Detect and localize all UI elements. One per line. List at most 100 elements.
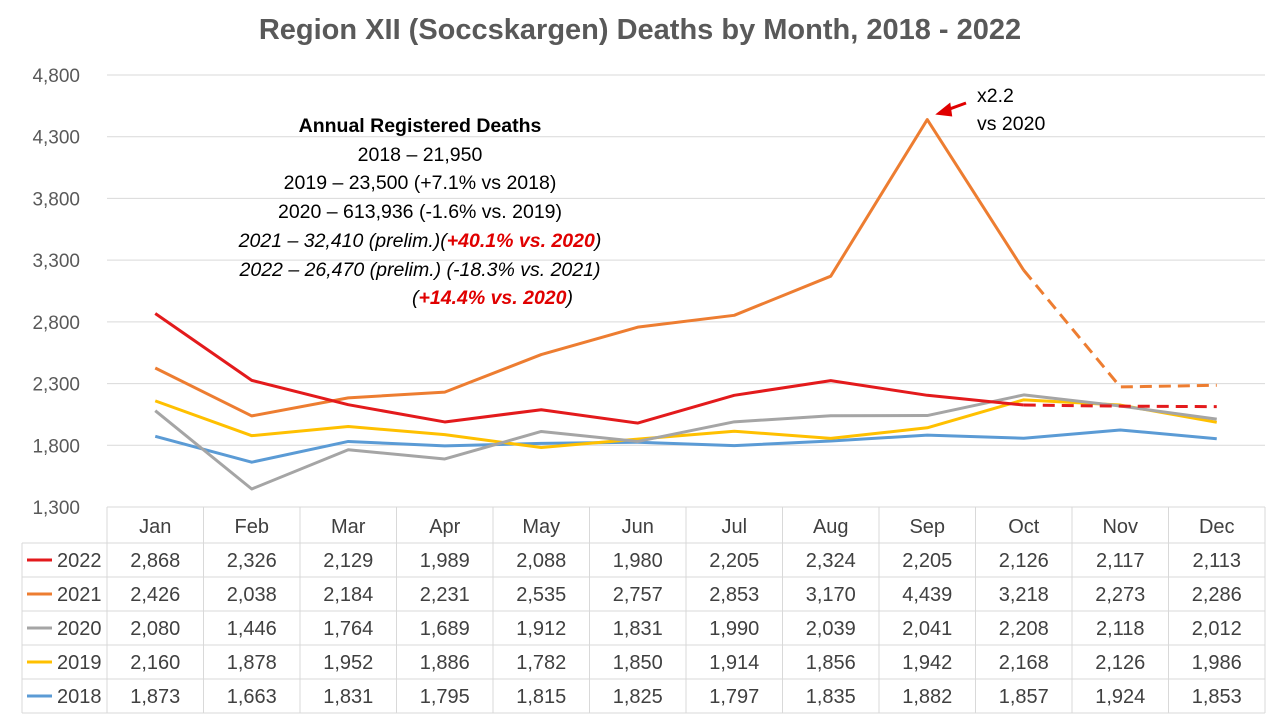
annual-2022-close: ) [566, 287, 574, 310]
data-label: 2,088 [516, 550, 566, 572]
x-tick-label: Feb [235, 516, 269, 538]
chart-title: Region XII (Soccskargen) Deaths by Month… [258, 14, 1022, 46]
data-label: 1,850 [613, 652, 663, 674]
annual-deaths-box: Annual Registered Deaths 2018 – 21,950 2… [200, 112, 640, 313]
data-label: 2,426 [130, 584, 180, 606]
data-label: 2,184 [323, 584, 373, 606]
x-tick-label: Jan [139, 516, 171, 538]
series-line-2020 [154, 393, 1217, 491]
data-label: 1,797 [709, 686, 759, 708]
data-label: 2,205 [709, 550, 759, 572]
x-tick-label: Jun [622, 516, 654, 538]
data-label: 1,857 [999, 686, 1049, 708]
y-tick-label: 3,300 [32, 251, 80, 272]
data-label: 2,231 [420, 584, 470, 606]
data-label: 2,039 [806, 618, 856, 640]
data-label: 2,118 [1096, 618, 1145, 640]
data-label: 1,782 [516, 652, 566, 674]
data-label: 1,663 [227, 686, 277, 708]
series-line-2022 [154, 312, 1024, 425]
x-tick-label: Mar [331, 516, 366, 538]
data-label: 1,990 [709, 618, 759, 640]
data-label: 1,882 [902, 686, 952, 708]
data-label: 2,868 [130, 550, 180, 572]
y-tick-label: 1,300 [32, 498, 80, 519]
legend-label: 2022 [57, 550, 102, 572]
annual-2022-change: +14.4% vs. 2020 [418, 287, 567, 310]
data-label: 2,853 [709, 584, 759, 606]
data-label: 1,914 [709, 652, 759, 674]
data-label: 1,856 [806, 652, 856, 674]
data-label: 4,439 [902, 584, 952, 606]
data-label: 2,205 [902, 550, 952, 572]
x-tick-label: Apr [429, 516, 460, 538]
data-label: 2,041 [902, 618, 952, 640]
legend-label: 2021 [57, 584, 102, 606]
annual-2018: 2018 – 21,950 [357, 143, 483, 166]
arrow-head [935, 102, 953, 117]
y-tick-label: 1,800 [32, 436, 80, 457]
data-label: 2,324 [806, 550, 856, 572]
peak-annotation-line1: x2.2 [977, 85, 1014, 107]
y-axis-ticks: 1,300 1,800 2,300 2,800 3,300 3,800 4,300 4,800 [32, 66, 80, 519]
data-label: 1,831 [323, 686, 373, 708]
legend-label: 2018 [57, 686, 102, 708]
data-label: 2,757 [613, 584, 663, 606]
data-table: Jan Feb Mar Apr May Jun Jul Aug Sep Oct Nov Dec 2022… [21, 507, 1266, 714]
series-line-2019 [154, 398, 1218, 450]
data-label: 2,126 [999, 550, 1049, 572]
annual-2019: 2019 – 23,500 (+7.1% vs 2018) [283, 172, 557, 195]
peak-annotation: x2.2 vs 2020 [977, 82, 1045, 138]
annual-deaths-heading: Annual Registered Deaths [298, 115, 542, 137]
series-lines [154, 118, 1218, 491]
peak-annotation-line2: vs 2020 [977, 113, 1046, 135]
data-label: 1,980 [613, 550, 663, 572]
annual-2022-open: ( [411, 287, 419, 310]
annual-2021-text: 2021 – 32,410 (prelim.)( [238, 229, 447, 252]
legend-label: 2019 [57, 652, 102, 674]
y-tick-label: 4,800 [32, 66, 80, 87]
data-label: 2,168 [999, 652, 1049, 674]
x-tick-label: Aug [813, 516, 849, 538]
annual-2021-close: ) [594, 229, 602, 252]
data-label: 2,117 [1096, 550, 1145, 572]
data-label: 1,989 [420, 550, 470, 572]
data-label: 1,873 [130, 686, 180, 708]
series-line-2021 [154, 118, 1026, 418]
data-label: 2,038 [227, 584, 277, 606]
data-label: 1,764 [323, 618, 373, 640]
y-tick-label: 2,800 [32, 313, 80, 334]
data-label: 2,080 [130, 618, 180, 640]
data-label: 3,170 [806, 584, 856, 606]
x-tick-label: Oct [1008, 516, 1040, 538]
data-label: 1,831 [613, 618, 663, 640]
data-label: 1,689 [420, 618, 470, 640]
x-tick-label: May [522, 516, 560, 538]
data-label: 2,113 [1192, 550, 1241, 572]
data-label: 2,208 [999, 618, 1049, 640]
data-label: 2,129 [323, 550, 373, 572]
data-label: 1,446 [227, 618, 277, 640]
data-label: 1,886 [420, 652, 470, 674]
series-line-2018 [154, 428, 1217, 464]
data-label: 1,924 [1095, 686, 1145, 708]
annual-2021-change: +40.1% vs. 2020 [446, 229, 595, 252]
data-label: 1,878 [227, 652, 277, 674]
data-label: 2,126 [1095, 652, 1145, 674]
legend-label: 2020 [57, 618, 102, 640]
x-tick-label: Dec [1199, 516, 1235, 538]
data-label: 2,535 [516, 584, 566, 606]
y-tick-label: 4,300 [32, 128, 80, 149]
peak-arrow [935, 101, 967, 117]
data-label: 1,795 [420, 686, 470, 708]
data-label: 2,273 [1095, 584, 1145, 606]
y-tick-label: 3,800 [32, 189, 80, 210]
data-label: 1,815 [516, 686, 566, 708]
data-label: 1,942 [902, 652, 952, 674]
data-label: 3,218 [999, 584, 1049, 606]
data-label: 1,912 [516, 618, 566, 640]
series-line-2021-prelim [1022, 269, 1217, 389]
x-tick-label: Sep [909, 516, 945, 538]
x-tick-label: Jul [721, 516, 747, 538]
